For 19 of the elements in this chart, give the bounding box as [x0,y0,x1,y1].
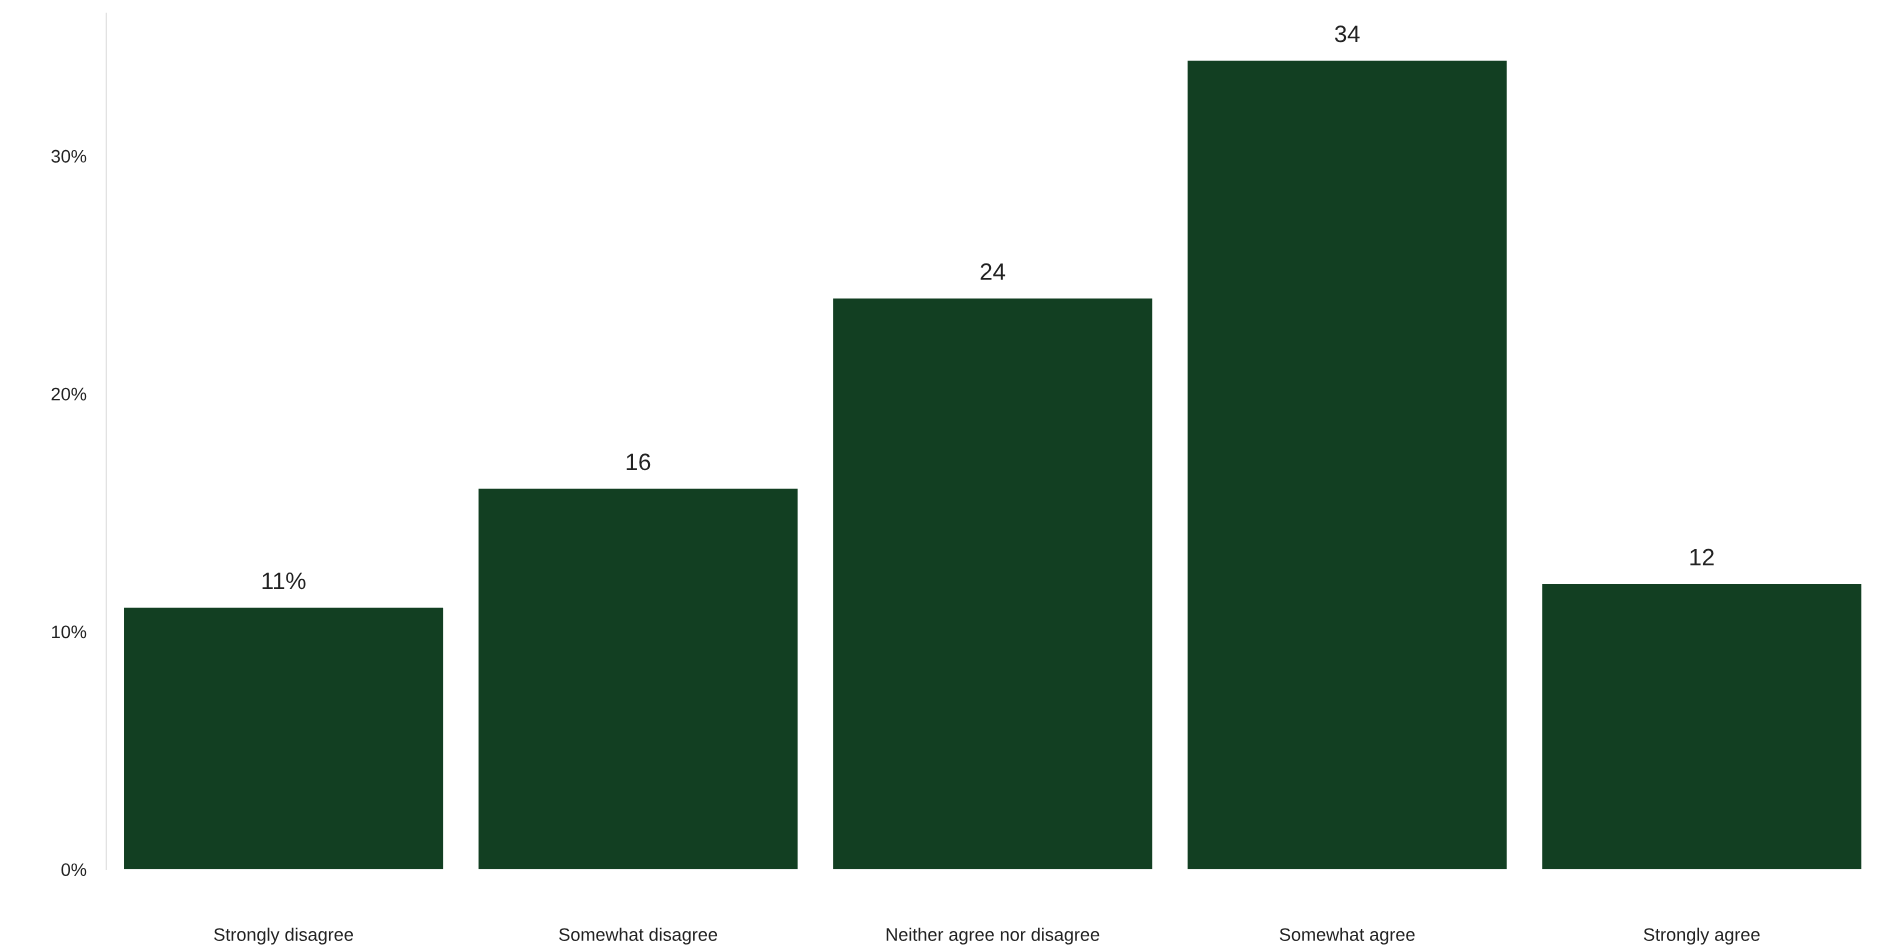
x-tick-label: Somewhat agree [1279,927,1415,945]
bar [1542,584,1862,870]
bar [124,607,444,870]
x-tick-label: Neither agree nor disagree [886,927,1100,945]
x-tick-label: Somewhat disagree [559,927,718,945]
data-label: 11% [262,572,306,590]
data-label: 16 [626,453,651,471]
y-tick-label: 10% [52,625,87,639]
data-label: 34 [1334,25,1360,43]
bar [478,488,798,870]
y-tick-label: 0% [61,863,87,877]
data-label: 12 [1690,548,1714,566]
data-label: 24 [980,263,1006,280]
bar [1187,60,1507,870]
bar [833,298,1153,870]
x-tick-label: Strongly agree [1643,927,1760,945]
y-tick-label: 30% [51,149,87,163]
x-tick-label: Strongly disagree [214,927,354,945]
y-tick-label: 20% [51,387,87,401]
